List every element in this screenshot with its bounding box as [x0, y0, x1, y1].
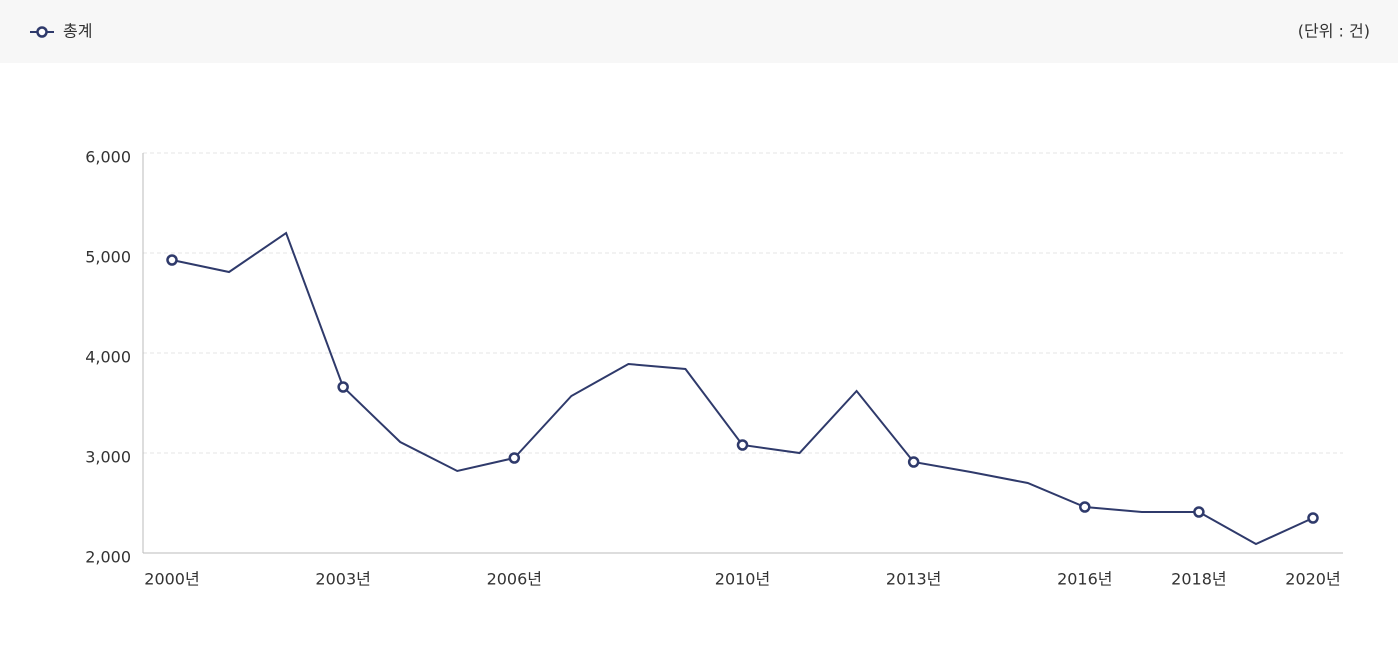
x-tick-label: 2000년 [144, 570, 199, 589]
data-point [1193, 506, 1205, 518]
data-point [1079, 501, 1091, 513]
legend-label: 총계 [63, 22, 92, 41]
x-tick-label: 2020년 [1285, 570, 1340, 589]
x-tick-label: 2010년 [715, 570, 770, 589]
data-point [337, 381, 349, 393]
x-tick-label: 2013년 [886, 570, 941, 589]
header-bar [0, 0, 1398, 63]
y-tick-label: 4,000 [85, 348, 131, 367]
x-tick-label: 2016년 [1057, 570, 1112, 589]
data-point [1307, 512, 1319, 524]
data-point [907, 456, 920, 468]
x-tick-label: 2003년 [315, 570, 370, 589]
x-tick-label: 2006년 [487, 570, 542, 589]
y-tick-label: 6,000 [85, 148, 131, 167]
y-tick-label: 3,000 [85, 448, 131, 467]
data-point [508, 452, 521, 464]
data-point [166, 254, 178, 266]
legend-marker [36, 26, 48, 38]
y-tick-label: 5,000 [85, 248, 131, 267]
x-tick-label: 2018년 [1171, 570, 1226, 589]
y-tick-label: 2,000 [85, 548, 131, 567]
data-point [736, 439, 749, 451]
unit-label: (단위 : 건) [1298, 22, 1370, 41]
